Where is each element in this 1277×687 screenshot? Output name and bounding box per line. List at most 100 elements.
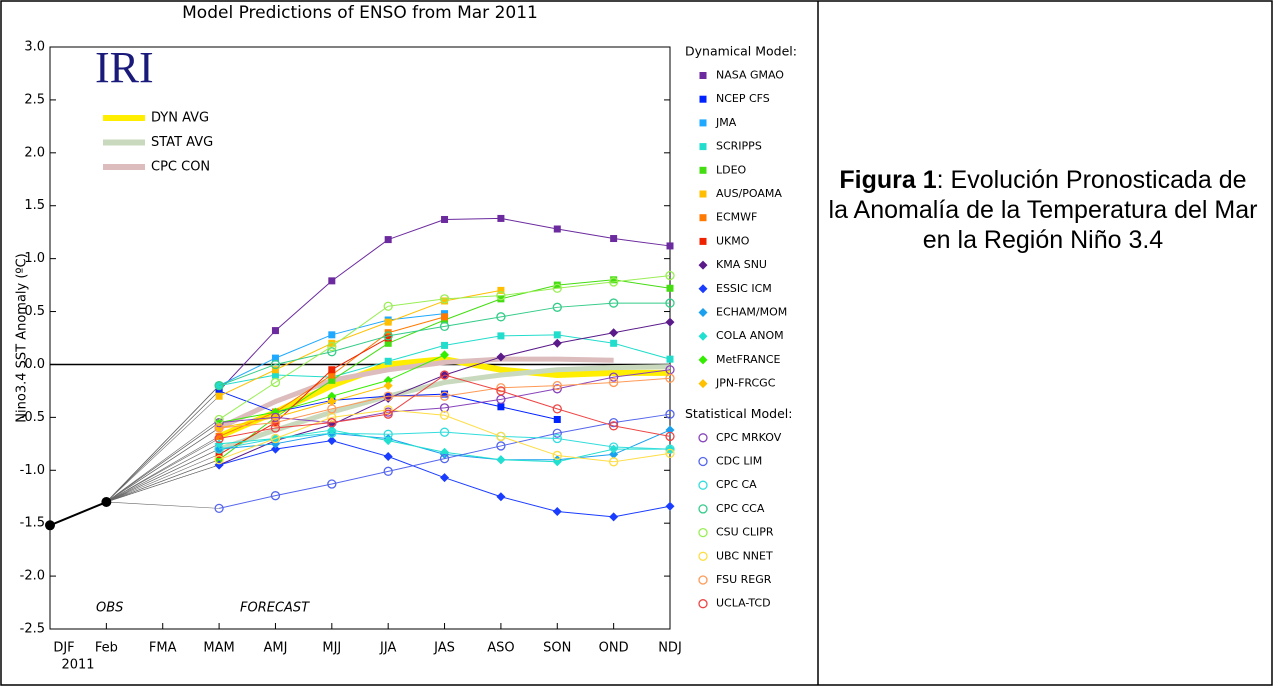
marker	[553, 415, 561, 423]
connector	[106, 427, 220, 503]
connector	[106, 390, 220, 503]
observed-line	[49, 501, 107, 527]
legend-swatch	[699, 166, 707, 174]
plot-frame	[49, 46, 671, 630]
marker	[328, 339, 336, 347]
marker	[497, 214, 505, 222]
marker	[384, 318, 392, 326]
marker	[383, 409, 393, 419]
marker	[666, 355, 674, 363]
marker	[439, 321, 450, 332]
model-line	[218, 374, 671, 440]
y-tick-label: -1.0	[20, 463, 45, 478]
marker	[383, 391, 393, 401]
marker	[553, 225, 561, 233]
marker	[496, 455, 506, 465]
marker	[328, 331, 336, 339]
legend-label: SCRIPPS	[716, 140, 762, 153]
marker	[496, 441, 506, 451]
marker	[552, 338, 562, 348]
connector	[106, 422, 220, 503]
connector	[106, 419, 220, 503]
y-tick-label: -2.5	[20, 622, 45, 637]
marker	[327, 428, 337, 438]
marker	[496, 312, 506, 322]
legend-label: CDC LIM	[716, 455, 762, 468]
marker	[383, 436, 393, 446]
marker	[609, 512, 619, 522]
marker	[214, 418, 224, 428]
marker	[440, 350, 450, 360]
marker	[496, 291, 506, 301]
marker	[215, 387, 223, 395]
marker	[214, 423, 224, 433]
legend-swatch	[699, 143, 707, 151]
legend-label: UBC NNET	[716, 549, 773, 562]
marker	[665, 373, 675, 383]
marker	[552, 302, 562, 312]
marker	[271, 354, 279, 362]
caption-text: : Evolución Pronosticada de la Anomalía …	[828, 166, 1258, 254]
marker	[270, 359, 281, 370]
legend-label: ECMWF	[716, 211, 757, 224]
legend-label: ECHAM/MOM	[716, 306, 787, 319]
marker	[327, 418, 337, 428]
legend-swatch	[698, 260, 708, 270]
marker	[327, 396, 337, 406]
x-tick-label: OND	[599, 641, 629, 656]
marker	[383, 429, 393, 439]
caption-label: Figura 1	[839, 166, 937, 194]
legend-swatch	[698, 551, 708, 561]
y-tick-label: 2.5	[24, 92, 45, 107]
y-tick-label: 2.0	[24, 145, 45, 160]
marker	[497, 403, 505, 411]
marker	[327, 404, 337, 414]
marker	[215, 450, 223, 458]
chart-title: Model Predictions of ENSO from Mar 2011	[182, 3, 538, 23]
connector	[106, 395, 220, 503]
legend-swatch	[699, 237, 707, 245]
legend-label: FSU REGR	[716, 573, 772, 586]
marker	[496, 492, 506, 502]
marker	[215, 432, 223, 440]
marker	[383, 466, 393, 476]
marker	[327, 347, 337, 357]
marker	[552, 404, 562, 414]
marker	[384, 357, 392, 365]
model-line	[218, 337, 389, 455]
marker	[214, 503, 224, 514]
legend-swatch	[698, 504, 708, 514]
average-line	[218, 356, 614, 431]
legend-label: KMA SNU	[716, 258, 767, 271]
marker	[383, 452, 393, 462]
marker	[609, 328, 619, 338]
legend-swatch	[698, 284, 708, 294]
marker	[441, 390, 449, 398]
marker	[214, 433, 224, 444]
marker	[552, 384, 562, 394]
marker	[441, 215, 449, 223]
marker	[496, 383, 506, 393]
marker	[384, 334, 392, 342]
marker	[270, 377, 281, 388]
marker	[608, 298, 619, 308]
marker	[214, 380, 224, 391]
legend-swatch	[698, 599, 708, 609]
legend-swatch	[699, 72, 707, 79]
marker	[270, 433, 281, 444]
legend-label: NASA GMAO	[716, 69, 784, 82]
legend-swatch	[699, 119, 707, 127]
marker	[496, 386, 506, 396]
marker	[553, 331, 561, 339]
marker	[271, 327, 279, 335]
marker	[214, 455, 224, 465]
average-line	[218, 364, 671, 452]
legend-label: CPC CCA	[716, 502, 765, 515]
model-line	[219, 377, 671, 429]
marker	[665, 409, 675, 419]
x-tick-label: NDJ	[658, 641, 682, 656]
marker	[552, 450, 562, 461]
marker	[270, 412, 281, 423]
x-tick-label: FMA	[149, 641, 177, 656]
